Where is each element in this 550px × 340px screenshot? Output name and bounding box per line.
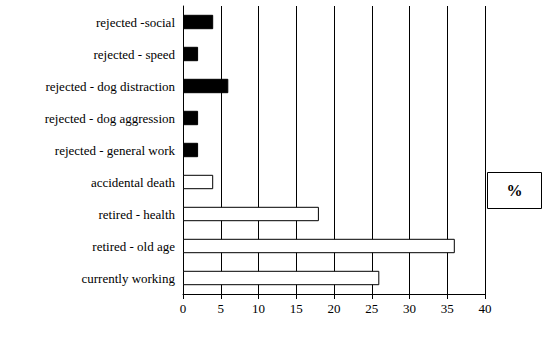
svg-text:20: 20: [328, 301, 341, 316]
svg-text:retired - health: retired - health: [98, 207, 175, 222]
svg-text:rejected - speed: rejected - speed: [93, 47, 175, 62]
svg-text:retired - old age: retired - old age: [92, 239, 175, 254]
svg-text:30: 30: [403, 301, 416, 316]
svg-text:rejected -social: rejected -social: [96, 15, 175, 30]
svg-text:25: 25: [365, 301, 378, 316]
svg-text:40: 40: [479, 301, 492, 316]
svg-text:accidental death: accidental death: [91, 175, 176, 190]
svg-text:15: 15: [290, 301, 303, 316]
svg-text:%: %: [507, 182, 523, 199]
svg-text:rejected - dog distraction: rejected - dog distraction: [45, 79, 175, 94]
svg-text:5: 5: [218, 301, 225, 316]
svg-text:35: 35: [441, 301, 454, 316]
svg-text:rejected - general work: rejected - general work: [55, 143, 176, 158]
svg-text:rejected - dog aggression: rejected - dog aggression: [45, 111, 176, 126]
svg-text:0: 0: [180, 301, 187, 316]
svg-text:10: 10: [252, 301, 265, 316]
svg-text:currently working: currently working: [81, 271, 175, 286]
